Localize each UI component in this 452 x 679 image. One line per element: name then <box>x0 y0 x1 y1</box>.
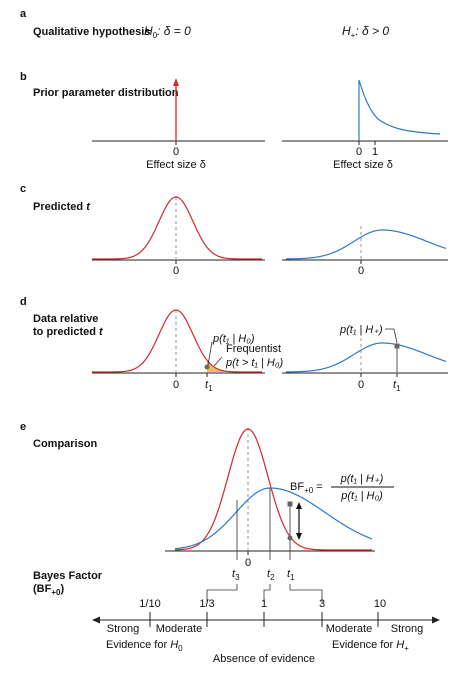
panel-d-frequentist-tail-area <box>207 360 262 372</box>
panel-b-title-line1: Prior parameter distribution <box>33 87 179 99</box>
panel-d-alt-curve <box>285 342 447 373</box>
panel-d-null-marker <box>204 364 210 370</box>
bf-scale-tick-label-1-3: 1/3 <box>199 598 214 610</box>
panel-e-alt-curve <box>174 487 373 550</box>
panel-b-letter: b <box>20 71 27 83</box>
panel-b-alt-prior-curve <box>358 79 441 141</box>
bf-scale-title-line2: (BF+0) <box>33 583 64 597</box>
panel-d-letter: d <box>20 296 27 308</box>
panel-e-null-curve <box>174 428 372 551</box>
panel-d-frequentist-formula: p(t > t₁ | H₀) <box>225 357 283 369</box>
bf-scale-left-arrowhead <box>92 616 100 624</box>
panel-e-null-marker <box>287 535 293 541</box>
panel-e-t1-connector <box>289 584 323 602</box>
panel-a-alt-hypothesis: H+: δ > 0 <box>342 24 389 40</box>
panel-e-t3-label: t3 <box>232 568 240 582</box>
bf-scale-strong-h0: Strong <box>107 623 139 635</box>
panel-d-null-curve <box>92 309 262 373</box>
panel-e-bf-numerator: p(t₁ | H₊) <box>340 473 384 485</box>
panel-e-t2-label: t2 <box>267 568 275 582</box>
panel-d-freq-leader <box>213 356 223 367</box>
panel-e-t1-label: t1 <box>287 568 295 582</box>
panel-c-title: Predicted t <box>33 201 91 213</box>
bf-scale-tick-label-1-10: 1/10 <box>139 598 160 610</box>
panel-c-right-tick-label: 0 <box>358 265 364 277</box>
panel-e-alt-marker <box>287 501 293 507</box>
bf-scale-tick-label-1: 1 <box>261 598 267 610</box>
panel-d-right-tick-t1-label: t1 <box>393 379 401 393</box>
panel-b-right-tick-0-label: 0 <box>356 146 362 158</box>
panel-a-letter: a <box>20 8 27 20</box>
panel-d-left-tick-t1-label: t1 <box>205 379 213 393</box>
panel-d-left-tick-0-label: 0 <box>173 379 179 391</box>
bf-scale-strong-hplus: Strong <box>391 623 423 635</box>
panel-d-null-leader <box>207 341 213 366</box>
panel-b-left-tick-label: 0 <box>173 146 179 158</box>
panel-c-null-curve <box>92 196 262 260</box>
bf-scale-evidence-hplus: Evidence for H+ <box>332 639 409 653</box>
panel-e-letter: e <box>20 421 26 433</box>
bf-scale-absence-of-evidence: Absence of evidence <box>213 653 315 665</box>
bf-scale-moderate-h0: Moderate <box>156 623 202 635</box>
panel-e-bf-lhs: BF+0 = <box>290 481 323 495</box>
panel-d-right-tick-0-label: 0 <box>358 379 364 391</box>
bf-scale-moderate-hplus: Moderate <box>326 623 372 635</box>
panel-c-left-tick-label: 0 <box>173 265 179 277</box>
panel-b-right-tick-1-label: 1 <box>372 146 378 158</box>
bf-scale-title-line1: Bayes Factor <box>33 570 103 582</box>
bf-scale-right-arrowhead <box>432 616 440 624</box>
panel-e-bf-denominator: p(t₁ | H₀) <box>340 490 383 502</box>
panel-e-bf-arrow-down <box>296 533 302 540</box>
panel-d-frequentist-label: Frequentist <box>226 343 281 355</box>
panel-b-left-xlabel: Effect size δ <box>146 159 206 171</box>
panel-e-title: Comparison <box>33 438 97 450</box>
bf-scale-tick-label-3: 3 <box>319 598 325 610</box>
panel-b-right-xlabel: Effect size δ <box>333 159 393 171</box>
panel-d-p-t1-h0: p(t₁ | H₀) <box>212 333 255 345</box>
panel-d-title-line2: to predicted t <box>33 326 104 338</box>
panel-a-null-hypothesis: H0: δ = 0 <box>144 24 191 40</box>
panel-e-t2-connector <box>263 584 271 602</box>
panel-e-tick-0-label: 0 <box>245 557 251 569</box>
panel-c-alt-curve <box>285 229 447 260</box>
panel-d-alt-leader-v <box>393 328 398 344</box>
panel-b-spike-arrowhead <box>173 78 179 86</box>
panel-e-bf-arrow-up <box>296 502 302 509</box>
panel-d-alt-marker <box>394 343 400 349</box>
bf-scale-tick-label-10: 10 <box>374 598 386 610</box>
panel-d-p-t1-hplus: p(t₁ | H₊) <box>339 324 383 336</box>
panel-e-t3-connector <box>206 584 238 602</box>
panel-a-title: Qualitative hypothesis <box>33 26 150 38</box>
panel-d-title-line1: Data relative <box>33 313 98 325</box>
bf-scale-evidence-h0: Evidence for H0 <box>106 639 183 653</box>
panel-c-letter: c <box>20 183 26 195</box>
